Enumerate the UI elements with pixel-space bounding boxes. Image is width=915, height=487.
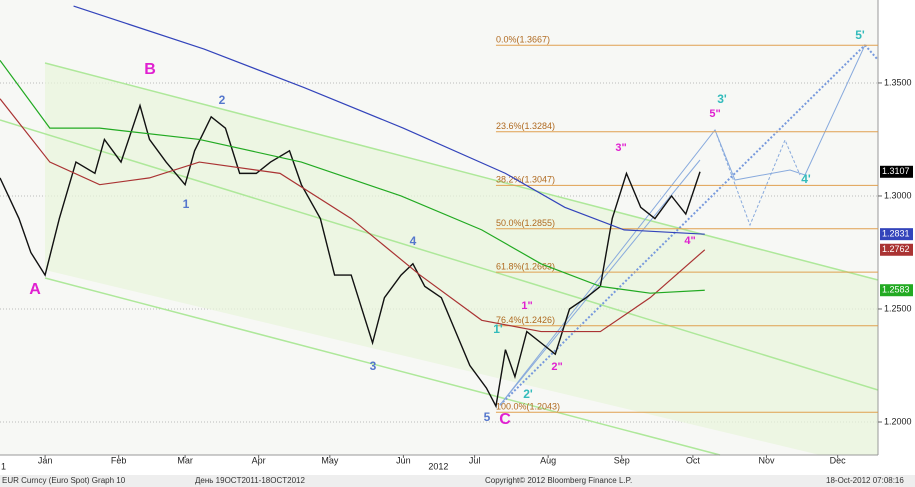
fib-label: 38.2%(1.3047) [496, 175, 555, 185]
projection [714, 129, 801, 227]
channel-line [0, 119, 879, 391]
series-line [0, 103, 701, 409]
y-tick-label: 1.2000 [884, 416, 912, 426]
footer-text: Copyright© 2012 Bloomberg Finance L.P. [485, 476, 632, 485]
x-tick-label: Mar [177, 455, 193, 465]
wave-label: 2' [523, 387, 533, 401]
wave-label: 2 [219, 93, 226, 107]
x-tick-label: Dec [830, 455, 847, 465]
x-tick-label: Aug [540, 455, 556, 465]
footer-text: EUR Curncy (Euro Spot) Graph 10 [2, 476, 126, 485]
y-tick-label: 1.2500 [884, 303, 912, 313]
footer-text: 18-Oct-2012 07:08:16 [826, 476, 904, 485]
fib-label: 76.4%(1.2426) [496, 315, 555, 325]
wave-label: 4' [801, 172, 811, 186]
wave-label: 5 [484, 410, 491, 424]
fib-label: 23.6%(1.3284) [496, 121, 555, 131]
wave-label: 4 [410, 234, 417, 248]
fib-label: 61.8%(1.2663) [496, 262, 555, 272]
wave-label: 3 [370, 359, 377, 373]
series-line [0, 98, 706, 333]
left-tick: 1 [1, 461, 6, 471]
x-tick-label: Jun [396, 455, 411, 465]
x-tick-label: Jan [38, 455, 53, 465]
last-value-label: 1.2583 [882, 285, 910, 295]
x-tick-label: Oct [686, 455, 701, 465]
channel-line [44, 277, 721, 456]
projection [499, 159, 701, 406]
series-line [0, 59, 705, 294]
wave-label: 3" [615, 142, 626, 154]
series-line [73, 5, 705, 235]
wave-label: A [29, 281, 41, 298]
wave-label: 1' [493, 322, 503, 336]
wave-label: 4" [684, 235, 695, 247]
channel-line [44, 62, 879, 281]
trend-line [499, 44, 866, 406]
wave-label: B [144, 61, 156, 78]
x-tick-label: Nov [758, 455, 775, 465]
last-value-label: 1.2762 [882, 244, 910, 254]
wave-label: 5" [709, 108, 720, 120]
last-value-label: 1.2831 [882, 229, 910, 239]
last-value-box [880, 243, 913, 256]
last-value-label: 1.3107 [882, 166, 910, 176]
wave-label: 1 [183, 197, 190, 211]
fib-label: 100.0%(1.2043) [496, 402, 560, 412]
projection [499, 44, 866, 406]
x-tick-label: Apr [252, 455, 266, 465]
wave-label: 3' [717, 92, 727, 106]
footer-bar [0, 475, 915, 487]
last-value-box [880, 165, 913, 178]
x-tick-label: Sep [614, 455, 630, 465]
wave-label: 1" [521, 300, 532, 312]
x-tick-label: Feb [111, 455, 127, 465]
y-tick-label: 1.3500 [884, 77, 912, 87]
trend-line [864, 44, 879, 61]
x-tick-label: Jul [469, 455, 481, 465]
y-tick-label: 1.3000 [884, 190, 912, 200]
last-value-box [880, 228, 913, 241]
fib-label: 0.0%(1.3667) [496, 35, 550, 45]
last-value-box [880, 284, 913, 297]
x-tick-label: May [321, 455, 339, 465]
wave-label: C [499, 411, 511, 428]
wave-label: 2" [551, 361, 562, 373]
year-label: 2012 [428, 461, 448, 471]
fib-label: 50.0%(1.2855) [496, 218, 555, 228]
y-axis-panel [878, 0, 915, 455]
wave-label: 5' [855, 28, 865, 42]
channel-fill [45, 63, 878, 455]
footer-text: День 19OCT2011-18OCT2012 [195, 476, 305, 485]
